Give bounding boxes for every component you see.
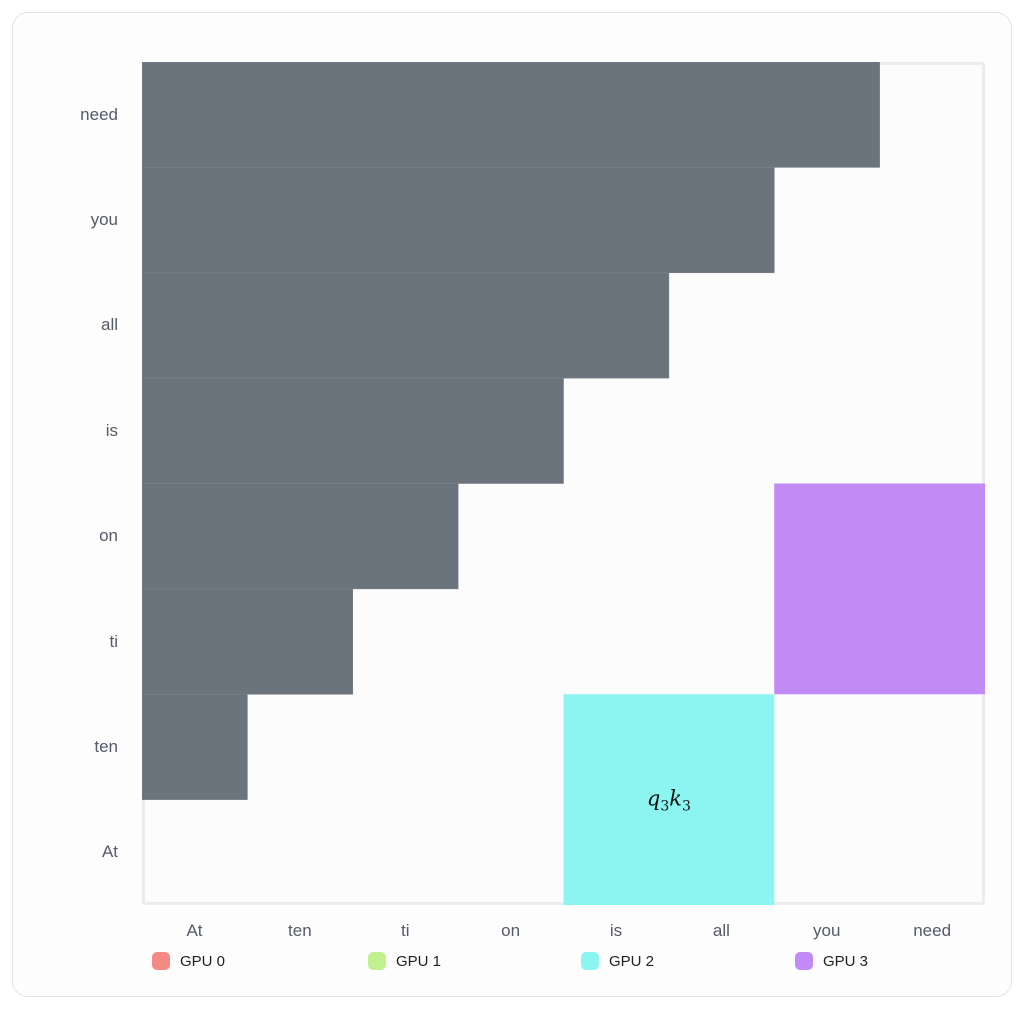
legend-item-gpu0: GPU 0 [152,952,225,970]
y-label-At: At [101,842,118,862]
x-label-need: need [913,921,952,940]
y-label-ten: ten [94,736,118,756]
y-label-ti: ti [109,631,119,651]
legend-label-gpu1: GPU 1 [396,952,442,970]
legend-label-gpu0: GPU 0 [180,952,226,970]
legend-label-gpu2: GPU 2 [609,952,655,970]
attention-matrix: q3k3 [142,62,985,905]
masked-row-ten [142,693,248,800]
y-label-on: on [99,526,118,546]
x-label-ti: ti [401,921,410,940]
x-label-At: At [186,921,203,940]
y-label-you: you [90,210,118,230]
y-label-is: is [105,420,118,440]
legend: GPU 0 GPU 1 GPU 2 GPU 3 [0,952,1024,976]
block-label-q3k3: q3k3 [647,787,691,815]
masked-row-you [142,167,775,274]
masked-row-need [142,62,880,168]
x-label-is: is [609,921,623,940]
y-label-all: all [100,315,118,335]
legend-swatch-gpu3 [795,952,813,970]
x-label-ten: ten [288,921,312,940]
legend-item-gpu3: GPU 3 [795,952,868,970]
legend-item-gpu2: GPU 2 [581,952,654,970]
masked-row-is [142,377,564,484]
legend-swatch-gpu0 [152,952,170,970]
legend-label-gpu3: GPU 3 [823,952,869,970]
legend-swatch-gpu2 [581,952,599,970]
block-gpu2 [563,694,775,905]
legend-item-gpu1: GPU 1 [368,952,441,970]
masked-row-on [142,483,459,590]
legend-swatch-gpu1 [368,952,386,970]
y-label-need: need [80,104,118,124]
masked-row-ti [142,588,354,695]
x-label-all: all [712,921,730,940]
masked-row-all [142,272,670,379]
x-label-you: you [813,921,841,940]
block-gpu3 [774,483,985,695]
x-label-on: on [501,921,521,940]
